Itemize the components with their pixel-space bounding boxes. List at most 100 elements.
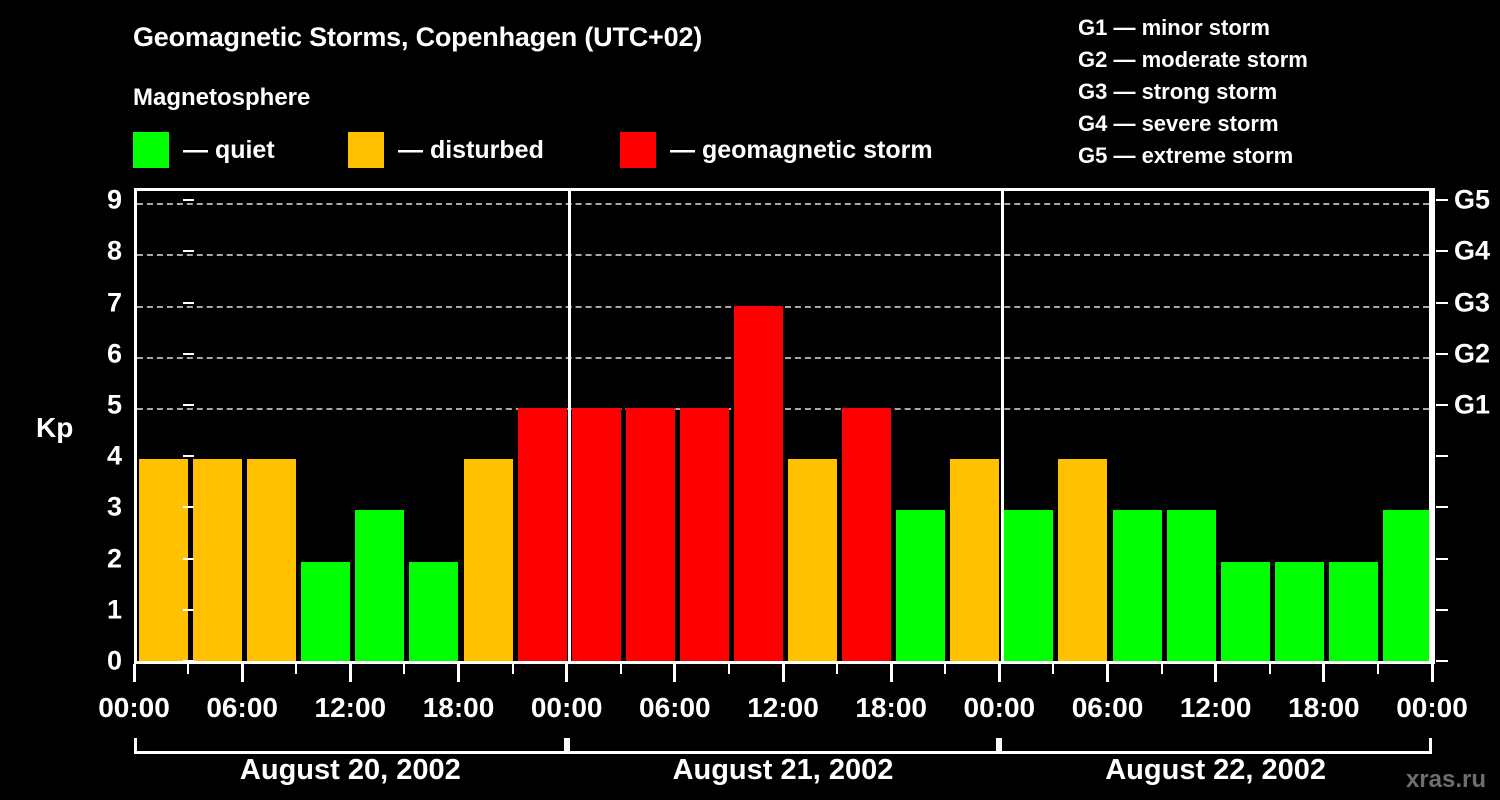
y-tick-mark-3: [183, 506, 194, 509]
g-tick-label-g5: G5: [1454, 184, 1491, 215]
g-scale-legend: G1 — minor storm G2 — moderate storm G3 — …: [1078, 12, 1408, 172]
g-scale-axis: G1 G2 G3 G4 G5: [1432, 0, 1500, 800]
g-legend-row-5: G5 — extreme storm: [1078, 143, 1294, 168]
bar-quiet: [1274, 561, 1324, 664]
g-legend-row-2: G2 — moderate storm: [1078, 47, 1308, 72]
day-label-3: August 22, 2002: [1105, 754, 1327, 786]
legend-entry-0: — quiet: [133, 131, 275, 169]
day-bracket-3: [999, 738, 1432, 754]
legend-entry-2: — geomagnetic storm: [620, 131, 933, 169]
bar-disturbed: [247, 459, 297, 664]
y-tick-mark-1: [183, 608, 194, 611]
x-tick-major-22: [1322, 664, 1326, 682]
legend-label-1: — disturbed: [398, 135, 544, 164]
y-tick-label-2: 2: [106, 543, 122, 574]
x-tick-minor-1: [187, 664, 190, 674]
x-tick-minor-11: [727, 664, 730, 674]
page-title: Geomagnetic Storms, Copenhagen (UTC+02): [133, 22, 703, 52]
y-axis: 0 1 2 3 4 5 6 7 8 9: [60, 0, 194, 800]
bar-disturbed: [1058, 459, 1108, 664]
y-tick-label-4: 4: [106, 440, 122, 471]
bar-quiet: [1166, 510, 1216, 664]
x-tick-major-14: [889, 664, 893, 682]
y-tick-label-5: 5: [106, 389, 122, 420]
chart-subtitle: Magnetosphere: [133, 84, 311, 111]
legend-label-2: — geomagnetic storm: [670, 135, 933, 164]
bar-storm: [842, 408, 892, 664]
bar-quiet: [409, 561, 459, 664]
x-tick-label-8: 00:00: [963, 692, 1036, 723]
x-tick-label-12: 00:00: [1396, 692, 1468, 723]
g-axis-minor-tick-1: [1436, 608, 1448, 611]
plot-area: [134, 188, 1432, 664]
x-tick-label-2: 12:00: [314, 692, 387, 723]
bar-quiet: [355, 510, 405, 664]
x-tick-minor-21: [1268, 664, 1271, 674]
day-bracket-2: [566, 738, 1000, 754]
x-tick-major-6: [457, 664, 460, 682]
y-tick-mark-9: [183, 199, 194, 202]
bar-quiet: [896, 510, 946, 664]
x-tick-minor-13: [836, 664, 839, 674]
g-tick-mark-g5: [1436, 199, 1448, 202]
g-axis-line: [1432, 188, 1435, 664]
x-tick-minor-19: [1160, 664, 1163, 674]
bar-quiet: [301, 561, 351, 664]
day-label-2: August 21, 2002: [672, 754, 894, 786]
g-axis-minor-tick-3: [1436, 506, 1448, 509]
plot-inner: [137, 191, 1429, 664]
legend-label-0: — quiet: [183, 135, 275, 164]
x-tick-major-8: [565, 664, 569, 682]
y-tick-label-8: 8: [106, 235, 122, 266]
bar-disturbed: [193, 459, 243, 664]
g-legend-row-4: G4 — severe storm: [1078, 111, 1279, 136]
g-tick-mark-g1: [1436, 404, 1448, 406]
y-axis-title: Kp: [36, 412, 74, 443]
legend-swatch-icon-0: [133, 132, 169, 168]
g-tick-label-g3: G3: [1454, 287, 1491, 318]
legend-swatch-icon-1: [348, 132, 384, 168]
gridline-kp-6: [137, 356, 1429, 359]
y-tick-label-0: 0: [106, 645, 122, 676]
x-tick-label-5: 06:00: [639, 692, 711, 723]
y-tick-mark-5: [183, 404, 194, 406]
x-tick-label-1: 06:00: [206, 692, 278, 723]
bar-storm: [679, 408, 729, 664]
y-tick-mark-8: [183, 250, 194, 253]
day-label-1: August 20, 2002: [239, 754, 461, 786]
bar-storm: [517, 408, 567, 664]
x-tick-major-10: [673, 664, 677, 682]
y-tick-label-9: 9: [106, 184, 122, 215]
y-tick-label-7: 7: [106, 287, 122, 318]
x-tick-minor-9: [619, 664, 622, 674]
g-axis-minor-tick-0: [1436, 660, 1448, 662]
g-legend-row-3: G3 — strong storm: [1078, 79, 1278, 104]
g-tick-mark-g4: [1436, 250, 1448, 253]
x-tick-minor-7: [511, 664, 514, 674]
y-tick-mark-7: [183, 301, 194, 304]
bar-storm: [733, 305, 783, 664]
x-tick-label-10: 12:00: [1179, 692, 1252, 723]
x-tick-major-20: [1214, 664, 1218, 682]
bar-disturbed: [788, 459, 838, 664]
day-separator-2: [1000, 191, 1004, 664]
x-tick-minor-3: [295, 664, 298, 674]
day-separator-1: [568, 191, 572, 664]
x-tick-label-11: 18:00: [1288, 692, 1360, 723]
bar-disturbed: [139, 459, 189, 664]
bar-quiet: [1112, 510, 1162, 664]
bar-quiet: [1004, 510, 1054, 664]
bar-quiet: [1220, 561, 1270, 664]
x-tick-major-18: [1106, 664, 1109, 682]
day-bracket-1: [134, 738, 567, 754]
gridline-kp-9: [137, 203, 1429, 206]
g-tick-mark-g3: [1436, 301, 1448, 304]
bar-disturbed: [950, 459, 1000, 664]
x-tick-minor-5: [403, 664, 406, 674]
g-tick-label-g2: G2: [1454, 338, 1491, 369]
y-tick-mark-2: [183, 557, 194, 560]
g-axis-minor-tick-4: [1436, 455, 1448, 458]
x-axis-baseline: [134, 661, 1432, 664]
x-tick-major-0: [132, 664, 136, 682]
x-tick-major-16: [997, 664, 1001, 682]
